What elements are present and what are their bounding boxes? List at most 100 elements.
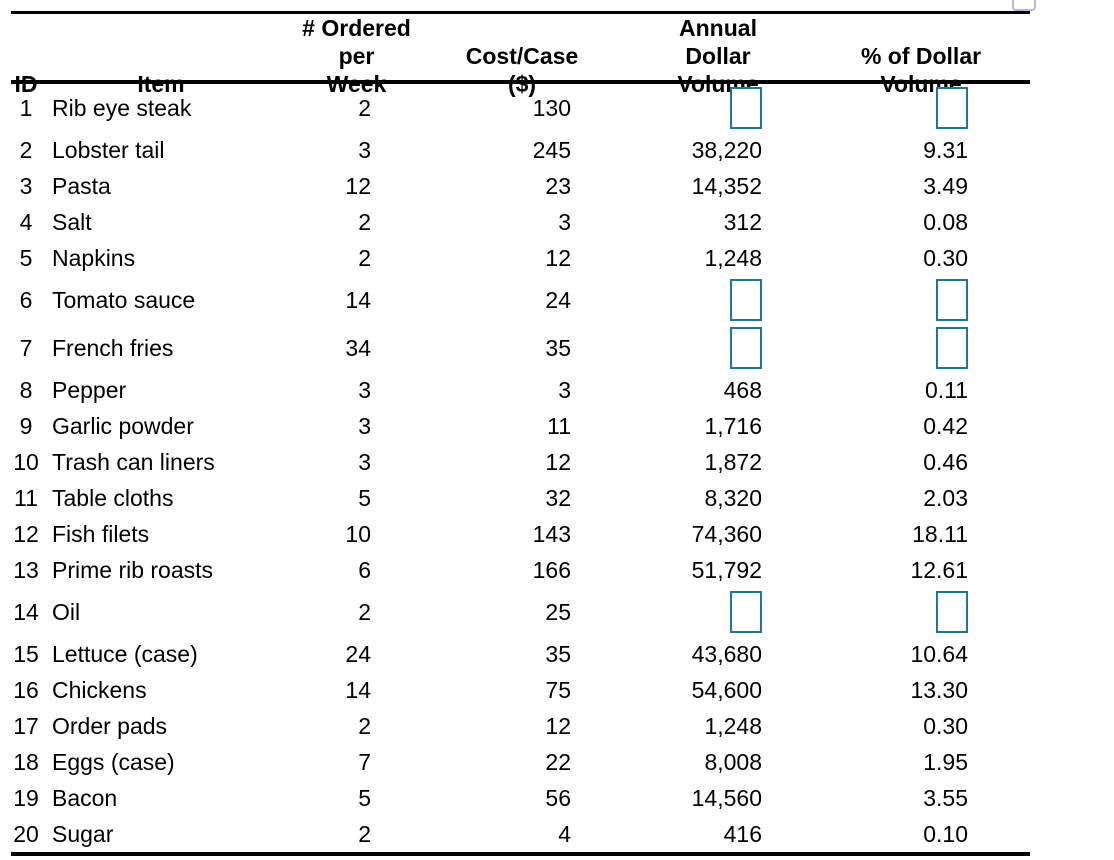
cell-text: 1,248: [704, 712, 762, 739]
cell-ordered-per-week: 14: [281, 276, 412, 324]
cell-annual-dollar-volume: [572, 324, 764, 372]
cell-annual-dollar-volume: 74,360: [572, 516, 764, 552]
pct-volume-input[interactable]: [936, 87, 968, 129]
table-row: 1 Rib eye steak 2 130: [11, 84, 1030, 132]
cell-cost-per-case: 32: [412, 480, 572, 516]
cell-cost-per-case: 56: [412, 780, 572, 816]
cell-text: 12: [345, 172, 371, 199]
cell-text: 9: [19, 412, 33, 439]
cell-text: 12.61: [910, 556, 968, 583]
cell-pct-dollar-volume: 0.46: [764, 444, 1030, 480]
cell-text: Order pads: [52, 712, 168, 739]
cell-pct-dollar-volume: 0.08: [764, 204, 1030, 240]
cell-text: 2.03: [923, 484, 968, 511]
table-row: 8 Pepper 3 3 468 0.11: [11, 372, 1030, 408]
annual-volume-input[interactable]: [730, 279, 762, 321]
cell-pct-dollar-volume: 0.11: [764, 372, 1030, 408]
cell-text: 7: [19, 334, 33, 361]
cell-text: 14,352: [691, 172, 762, 199]
cell-cost-per-case: 3: [412, 204, 572, 240]
annual-volume-input[interactable]: [730, 591, 762, 633]
cell-pct-dollar-volume: 2.03: [764, 480, 1030, 516]
cell-item: Table cloths: [41, 480, 281, 516]
cell-pct-dollar-volume: [764, 276, 1030, 324]
cell-text: 0.10: [923, 820, 968, 847]
pct-volume-input[interactable]: [936, 591, 968, 633]
cell-text: Prime rib roasts: [52, 556, 214, 583]
cell-pct-dollar-volume: 0.30: [764, 240, 1030, 276]
cell-text: Tomato sauce: [52, 286, 196, 313]
cell-text: 14: [345, 286, 371, 313]
cell-text: 24: [545, 286, 571, 313]
pct-volume-input[interactable]: [936, 279, 968, 321]
cell-pct-dollar-volume: [764, 324, 1030, 372]
cell-text: 13: [13, 556, 39, 583]
cell-text: 166: [532, 556, 571, 583]
cell-text: 3: [558, 208, 571, 235]
table-row: 11 Table cloths 5 32 8,320 2.03: [11, 480, 1030, 516]
cell-text: 2: [358, 598, 371, 625]
cell-text: 0.46: [923, 448, 968, 475]
cell-annual-dollar-volume: 38,220: [572, 132, 764, 168]
cell-text: 56: [545, 784, 571, 811]
cell-annual-dollar-volume: [572, 588, 764, 636]
cell-item: Chickens: [41, 672, 281, 708]
cell-pct-dollar-volume: 9.31: [764, 132, 1030, 168]
cell-annual-dollar-volume: 14,352: [572, 168, 764, 204]
cell-text: 3.55: [923, 784, 968, 811]
table-row: 14 Oil 2 25: [11, 588, 1030, 636]
cell-text: 22: [545, 748, 571, 775]
annual-volume-input[interactable]: [730, 327, 762, 369]
cell-text: 32: [545, 484, 571, 511]
cell-text: Chickens: [52, 676, 147, 703]
cell-ordered-per-week: 3: [281, 408, 412, 444]
cell-cost-per-case: 12: [412, 708, 572, 744]
cell-cost-per-case: 22: [412, 744, 572, 780]
cell-item: Trash can liners: [41, 444, 281, 480]
cell-text: 25: [545, 598, 571, 625]
cell-cost-per-case: 11: [412, 408, 572, 444]
cell-item: Prime rib roasts: [41, 552, 281, 588]
cell-text: 13.30: [910, 676, 968, 703]
cell-annual-dollar-volume: 51,792: [572, 552, 764, 588]
cell-text: 468: [723, 376, 762, 403]
cell-ordered-per-week: 7: [281, 744, 412, 780]
cell-annual-dollar-volume: 54,600: [572, 672, 764, 708]
cell-id: 13: [11, 552, 41, 588]
cell-text: 8,008: [704, 748, 762, 775]
col-header-label: ID: [14, 71, 38, 97]
table-row: 16 Chickens 14 75 54,600 13.30: [11, 672, 1030, 708]
cell-annual-dollar-volume: 468: [572, 372, 764, 408]
cell-text: 3: [358, 412, 371, 439]
cell-ordered-per-week: 5: [281, 480, 412, 516]
cell-text: 16: [13, 676, 39, 703]
annual-volume-input[interactable]: [730, 87, 762, 129]
cell-annual-dollar-volume: 1,872: [572, 444, 764, 480]
cell-ordered-per-week: 2: [281, 816, 412, 852]
cell-text: 19: [13, 784, 39, 811]
cell-text: Rib eye steak: [52, 94, 192, 121]
cell-annual-dollar-volume: 1,716: [572, 408, 764, 444]
cell-text: 11: [547, 412, 571, 439]
cell-item: French fries: [41, 324, 281, 372]
cell-text: 4: [558, 820, 571, 847]
cell-text: 2: [19, 136, 33, 163]
cell-text: 143: [532, 520, 571, 547]
clipped-input-box[interactable]: [1012, 0, 1036, 11]
cell-ordered-per-week: 3: [281, 132, 412, 168]
cell-pct-dollar-volume: 1.95: [764, 744, 1030, 780]
cell-pct-dollar-volume: [764, 588, 1030, 636]
pct-volume-input[interactable]: [936, 327, 968, 369]
cell-text: 14,560: [691, 784, 762, 811]
cell-pct-dollar-volume: 10.64: [764, 636, 1030, 672]
cell-text: Lobster tail: [52, 136, 165, 163]
col-header-id: ID: [11, 14, 41, 100]
cell-pct-dollar-volume: 3.55: [764, 780, 1030, 816]
cell-id: 11: [11, 480, 41, 516]
cell-text: 35: [545, 334, 571, 361]
cell-text: 1,248: [704, 244, 762, 271]
cell-cost-per-case: 12: [412, 240, 572, 276]
cell-ordered-per-week: 12: [281, 168, 412, 204]
cell-text: 2: [358, 94, 371, 121]
cell-text: 6: [358, 556, 371, 583]
